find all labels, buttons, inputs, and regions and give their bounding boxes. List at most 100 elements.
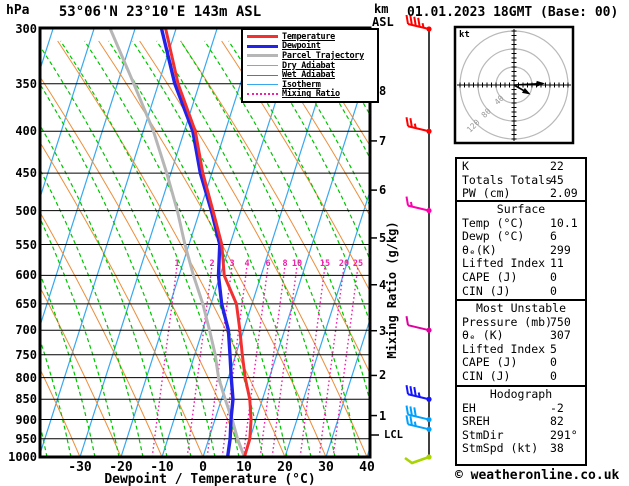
panel-row-value: 11: [550, 256, 564, 271]
dry-adiabat-line: [41, 370, 81, 457]
legend-item: Dry Adiabat: [247, 61, 377, 71]
wet-adiabat-line: [156, 40, 336, 457]
wet-adiabat-line: [252, 40, 369, 259]
temperature-tick-label: -20: [109, 460, 133, 475]
legend-item: Dewpoint: [247, 41, 377, 51]
mixing-ratio-line: [151, 265, 178, 457]
legend-swatch-isotherm: [247, 84, 278, 86]
panel-row-value: 0: [550, 269, 557, 284]
legend-item-label: Wet Adiabat: [282, 70, 335, 81]
panel-title: Hodograph: [489, 387, 553, 401]
station-title: 53°06'N 23°10'E 143m ASL: [58, 4, 262, 20]
mixing-ratio-label: 1: [174, 259, 179, 269]
mixing-ratio-line: [299, 265, 326, 457]
wet-adiabat-line: [324, 40, 369, 115]
legend-item: Parcel Trajectory: [247, 51, 377, 61]
panel-hodograph-stats: Hodograph EH -2 SREH 82 StmDir 291° StmSpd (kt)…: [455, 385, 587, 466]
km-tick-label: 8: [379, 83, 387, 98]
mixing-ratio-line: [186, 265, 213, 457]
panel-row: Lifted Index 11: [457, 257, 585, 271]
wet-adiabat-line: [41, 125, 168, 457]
temperature-tick-label: 0: [199, 460, 207, 475]
temperature-tick-label: 20: [277, 460, 293, 475]
wet-adiabat-line: [228, 40, 369, 322]
mixing-ratio-label: 25: [353, 259, 363, 269]
legend-swatch-temperature: [247, 35, 278, 39]
panel-row: StmDir 291°: [457, 428, 585, 443]
wind-barb: [405, 316, 432, 333]
dewpoint-curve: [159, 29, 235, 457]
parcel-trajectory-curve: [108, 29, 246, 457]
mixing-ratio-label: 10: [292, 259, 302, 269]
pressure-tick-label: 400: [15, 124, 37, 139]
pressure-tick-label: 850: [15, 392, 37, 407]
panel-row-label: CAPE (J): [462, 355, 518, 370]
legend-item-label: Temperature: [282, 31, 335, 42]
mixing-ratio-line: [271, 265, 298, 457]
legend-item-label: Parcel Trajectory: [282, 50, 364, 61]
hodograph-frame: [453, 25, 575, 145]
panel-row-value: 5: [550, 341, 557, 356]
panel-row-value: 6: [550, 229, 557, 244]
panel-row-value: 0: [550, 355, 557, 370]
wind-barb: [404, 454, 432, 465]
wet-adiabat-line: [41, 219, 120, 457]
legend-swatch-parcel: [247, 54, 278, 58]
legend-item: Temperature: [247, 32, 377, 42]
legend-swatch-mixing_ratio: [247, 93, 278, 96]
pressure-tick-label: 1000: [8, 450, 37, 464]
pressure-tick-label: 350: [15, 76, 37, 91]
panel-row: CIN (J) 0: [457, 368, 585, 384]
mixing-ratio-label: 15: [320, 259, 330, 269]
panel-row-value: 38: [550, 441, 564, 456]
x-axis-label: Dewpoint / Temperature (°C): [104, 472, 316, 486]
temperature-tick-label: 30: [318, 460, 334, 475]
pressure-tick-label: 300: [15, 22, 37, 36]
temperature-tick-label: 40: [359, 460, 375, 475]
panel-row-value: 45: [550, 172, 564, 187]
lcl-label: LCL: [384, 429, 403, 441]
wet-adiabat-line: [41, 84, 192, 457]
panel-row-value: -2: [550, 400, 564, 415]
wet-adiabat-line: [41, 341, 72, 457]
legend-item-label: Dry Adiabat: [282, 60, 335, 71]
panel-row-value: 2.09: [550, 186, 578, 201]
pressure-tick-label: 450: [15, 166, 37, 181]
legend-item-label: Mixing Ratio: [282, 89, 340, 100]
km-tick-label: 4: [379, 277, 387, 292]
mixing-ratio-label: 3: [229, 259, 234, 269]
wind-barb: [405, 117, 432, 134]
dry-adiabat-line: [57, 40, 286, 457]
panel-row: PW (cm) 2.09: [457, 186, 585, 201]
legend-swatch-dewpoint: [247, 44, 278, 48]
panel-row-value: 299: [550, 242, 571, 257]
pressure-tick-label: 800: [15, 370, 37, 385]
panel-row-value: 307: [550, 328, 571, 343]
panel-most-unstable: Most Unstable Pressure (mb) 750 θₑ (K) 307 Li…: [455, 299, 587, 393]
wet-adiabat-line: [180, 40, 360, 457]
isotherm-line: [120, 29, 259, 457]
mixing-ratio-line: [242, 265, 269, 457]
panel-surface: Surface Temp (°C) 10.1 Dewp (°C) 6 θₑ(K) 299 Li…: [455, 200, 587, 307]
panel-row-label: Lifted Index: [462, 341, 546, 356]
isotherm-line: [41, 29, 95, 197]
dry-adiabat-line: [221, 40, 369, 291]
wet-adiabat-line: [41, 46, 216, 457]
panel-row-value: 0: [550, 368, 557, 383]
dry-adiabat-line: [303, 40, 369, 146]
panel-row: CAPE (J) 0: [457, 356, 585, 370]
panel-row-value: 22: [550, 159, 564, 173]
panel-row-label: K: [462, 159, 469, 173]
panel-row: Totals Totals 45: [457, 172, 585, 188]
dry-adiabat-line: [180, 40, 369, 373]
panel-row-label: CAPE (J): [462, 269, 518, 284]
panel-row-label: Dewp (°C): [462, 229, 525, 244]
panel-row: Temp (°C) 10.1: [457, 215, 585, 231]
panel-row: CAPE (J) 0: [457, 269, 585, 285]
pressure-tick-label: 600: [15, 268, 37, 283]
pressure-tick-label: 550: [15, 237, 37, 252]
km-tick-label: 5: [379, 231, 387, 245]
panel-row-value: 10.1: [550, 215, 578, 230]
panel-row-value: 82: [550, 414, 564, 429]
